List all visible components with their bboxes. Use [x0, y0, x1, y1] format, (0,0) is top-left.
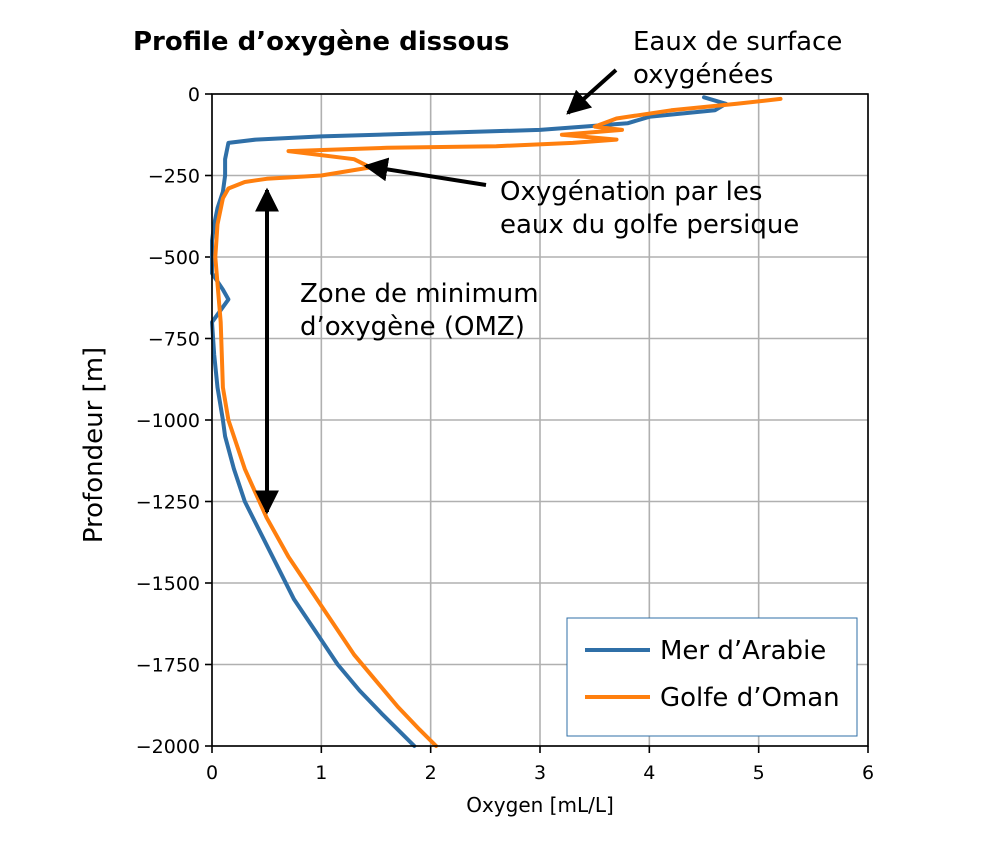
x-tick-label: 6 [862, 762, 874, 784]
annotation-surface-line1: Eaux de surface [633, 27, 842, 57]
grid [211, 93, 869, 747]
annotation-gulf-line2: eaux du golfe persique [500, 210, 799, 240]
y-tick-label: −1500 [136, 573, 200, 595]
x-tick-label: 4 [643, 762, 655, 784]
legend-box [566, 617, 858, 737]
x-tick-label: 3 [534, 762, 546, 784]
y-tick-label: −250 [148, 166, 200, 188]
y-axis-label: Profondeur [m] [79, 347, 109, 543]
x-axis-label: Oxygen [mL/L] [466, 793, 614, 817]
legend: Mer d’Arabie Golfe d’Oman [566, 617, 858, 737]
axis-ticks: 0 1 2 3 4 5 6 0 −250 −500 −750 −1000 −1250 −1500 −1750… [136, 84, 874, 784]
y-tick-label: −1250 [136, 492, 200, 514]
annotation-surface-arrow [566, 68, 618, 115]
annotation-gulf-arrow [363, 157, 487, 187]
x-tick-label: 0 [206, 762, 218, 784]
series-lines [210, 95, 783, 748]
annotation-surface-line2: oxygénées [633, 60, 773, 90]
y-tick-label: 0 [188, 84, 200, 106]
y-tick-label: −2000 [136, 736, 200, 758]
annotation-gulf-line1: Oxygénation par les [500, 177, 762, 207]
plot-frame [211, 93, 869, 747]
annotation-omz-line1: Zone de minimum [300, 279, 539, 309]
annotation-omz-line2: d’oxygène (OMZ) [300, 312, 525, 342]
y-tick-label: −1750 [136, 655, 200, 677]
y-tick-label: −750 [148, 329, 200, 351]
chart-title: Profile d’oxygène dissous [133, 27, 509, 57]
y-tick-label: −500 [148, 247, 200, 269]
y-tick-label: −1000 [136, 410, 200, 432]
x-tick-label: 1 [315, 762, 327, 784]
x-tick-label: 2 [425, 762, 437, 784]
x-tick-label: 5 [753, 762, 765, 784]
legend-label-gulf-of-oman: Golfe d’Oman [660, 683, 840, 713]
legend-label-arabian-sea: Mer d’Arabie [660, 636, 826, 666]
series-line-gulf-of-oman [213, 96, 783, 748]
